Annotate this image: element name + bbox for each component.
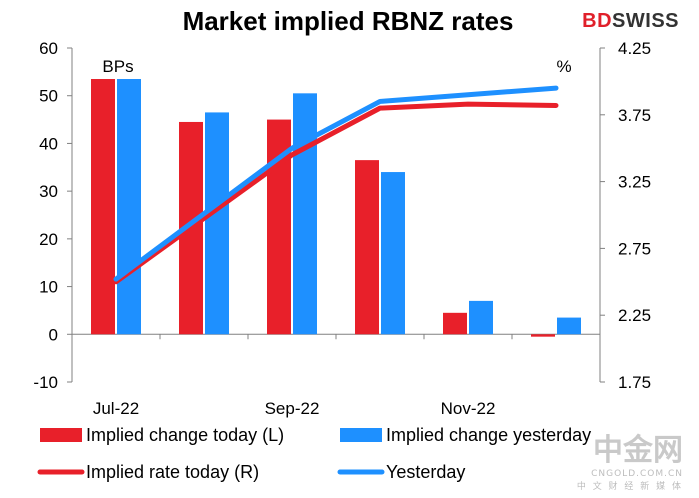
- legend-label: Implied rate today (R): [86, 462, 259, 482]
- right-axis-label: %: [556, 57, 571, 76]
- watermark-tagline: 中 文 财 经 新 媒 体: [576, 482, 683, 492]
- brand-logo-part2: SWISS: [612, 10, 679, 32]
- bar-today-Jul-22: [91, 79, 115, 335]
- right-axis-tick-label: 2.25: [618, 306, 651, 325]
- bar-today-Nov-22: [443, 312, 467, 335]
- chart-title: Market implied RBNZ rates: [183, 6, 514, 36]
- left-axis-tick-label: 10: [39, 278, 58, 297]
- axes: -10 0 10 20 30 40 50 60 1.75 2.25 2.75 3.25 3.75 4.25…: [33, 39, 651, 418]
- left-axis-tick-label: 20: [39, 230, 58, 249]
- watermark-site: CNGOLD.COM.CN: [591, 469, 683, 479]
- bar-yesterday-Oct-22: [381, 172, 405, 335]
- left-axis-tick-label: 60: [39, 39, 58, 58]
- right-axis-tick-label: 3.75: [618, 106, 651, 125]
- legend-label: Yesterday: [386, 462, 465, 482]
- bar-yesterday-Sep-22: [293, 93, 317, 335]
- left-axis-tick-label: 40: [39, 134, 58, 153]
- x-axis-tick-label: Jul-22: [93, 399, 139, 418]
- left-axis-label: BPs: [102, 57, 133, 76]
- right-axis-tick-label: 2.75: [618, 239, 651, 258]
- bar-yesterday-Aug-22: [205, 112, 229, 335]
- bar-yesterday-Jul-22: [117, 79, 141, 335]
- brand-logo-part1: BD: [582, 10, 613, 32]
- left-axis-tick-label: 0: [49, 325, 58, 344]
- bars: [91, 79, 581, 337]
- bar-yesterday-Dec-22: [557, 317, 581, 335]
- watermark: 中金网 CNGOLD.COM.CN 中 文 财 经 新 媒 体: [577, 425, 683, 492]
- right-axis-tick-label: 1.75: [618, 373, 651, 392]
- legend-swatch-bar: [40, 428, 82, 442]
- line-implied-rate-today: [113, 101, 559, 285]
- legend-label: Implied change today (L): [86, 425, 284, 445]
- watermark-main: 中金网: [593, 433, 683, 468]
- left-axis-tick-label: 30: [39, 182, 58, 201]
- left-axis-tick-label: -10: [33, 373, 58, 392]
- brand-logo: BDSWISS: [582, 10, 679, 33]
- right-axis-tick-label: 4.25: [618, 39, 651, 58]
- bar-today-Dec-22: [531, 334, 555, 337]
- lines: [113, 85, 559, 285]
- line-implied-rate-yesterday: [113, 85, 559, 282]
- legend-label: Implied change yesterday: [386, 425, 591, 445]
- left-axis-tick-label: 50: [39, 87, 58, 106]
- right-axis-tick-label: 3.25: [618, 173, 651, 192]
- bar-yesterday-Nov-22: [469, 300, 493, 335]
- x-axis-tick-label: Nov-22: [441, 399, 496, 418]
- bar-today-Oct-22: [355, 160, 379, 335]
- x-axis-tick-label: Sep-22: [265, 399, 320, 418]
- legend-swatch-bar: [340, 428, 382, 442]
- legend: Implied change today (L) Implied change y…: [37, 425, 591, 482]
